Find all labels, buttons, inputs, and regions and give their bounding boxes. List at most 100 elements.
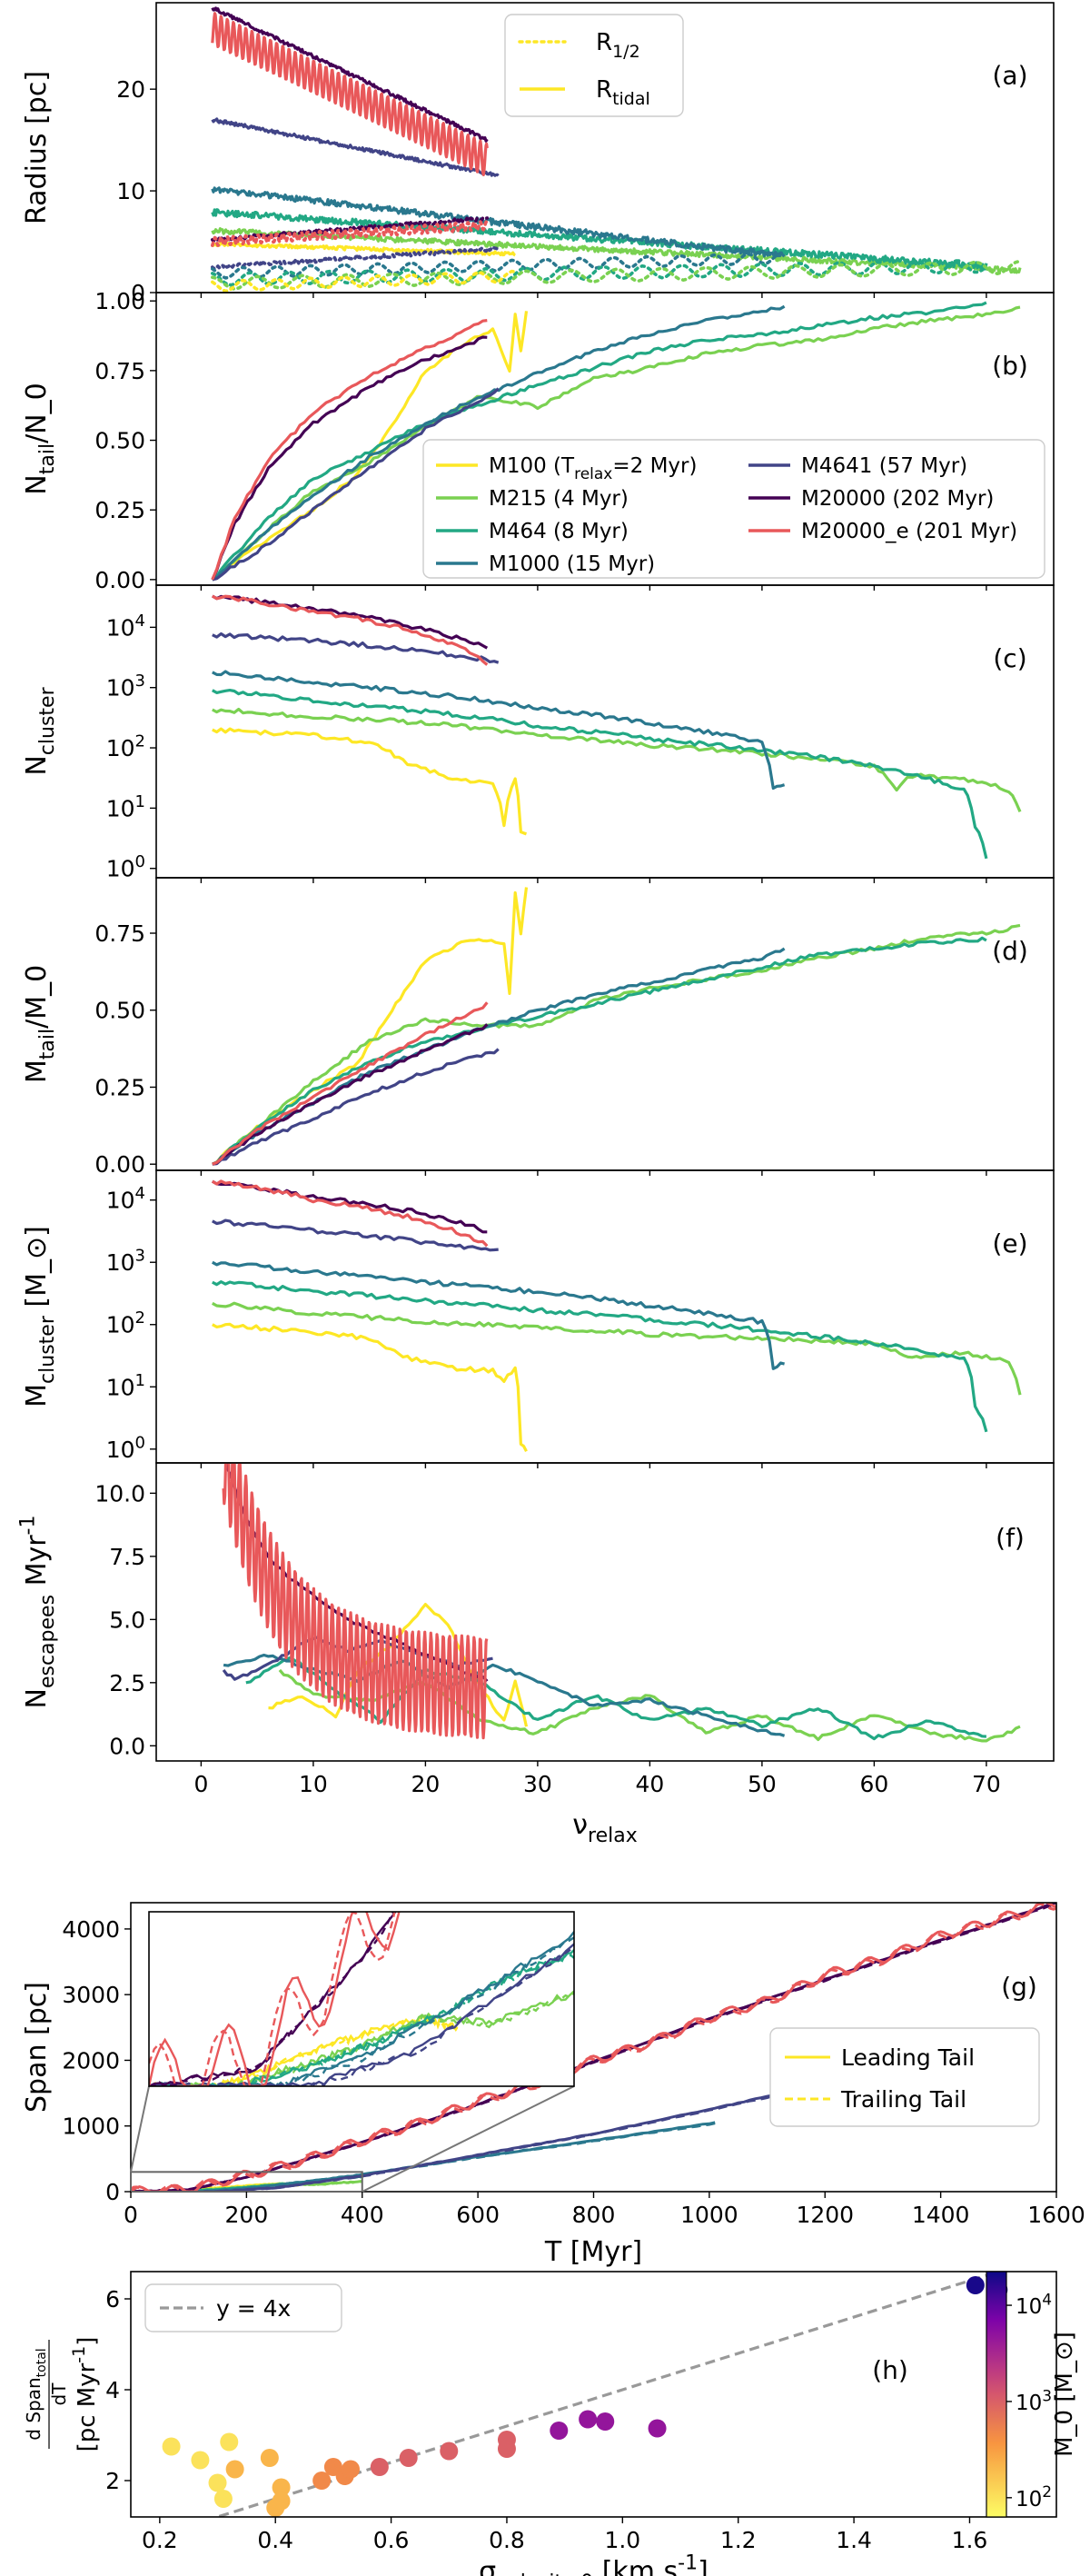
series-m464 (212, 689, 988, 860)
ytick-label-c: 103 (106, 671, 145, 701)
scatter-point (579, 2410, 598, 2429)
series-m4641-r-tidal (211, 117, 500, 177)
panel-label-c: (c) (993, 643, 1026, 673)
ytick-label-c: 100 (106, 852, 145, 882)
scatter-point (440, 2442, 459, 2461)
scatter-point (162, 2437, 181, 2456)
panel-b: 0.00 0.25 0.50 0.75 1.00 (b) Ntail/N_0 (21, 288, 1055, 593)
axes-frame-h (130, 2271, 1057, 2518)
xtick-label-h: 1.6 (952, 2527, 988, 2553)
series-m20000-e-r-1-2 (211, 219, 490, 247)
xtick-label-g: 1200 (796, 2202, 854, 2228)
scatter-point (208, 2473, 227, 2492)
ytick-label-b: 0.50 (94, 428, 145, 454)
ytick-label-f: 7.5 (109, 1544, 145, 1570)
series-m215 (212, 707, 1022, 813)
series-m20000 (212, 1023, 489, 1166)
ylabel-f: Nescapees Myr-1 (16, 1516, 59, 1709)
inset-trailing-m20000 (149, 1912, 395, 2086)
ytick-label-g: 1000 (62, 2114, 120, 2140)
panel-label-g: (g) (1001, 1972, 1037, 2002)
series-m1000 (223, 1653, 786, 1737)
ytick-label-c: 104 (106, 612, 145, 642)
series-m215 (212, 1301, 1022, 1396)
ytick-label-d: 0.75 (94, 920, 145, 947)
xtick-label-f: 50 (748, 1771, 777, 1797)
ylabel-g: Span [pc] (21, 1982, 53, 2113)
xtick-label-h: 0.2 (142, 2527, 178, 2553)
span-leading-m20000_e (131, 1903, 1056, 2192)
scatter-point (370, 2458, 389, 2476)
panel-label-b: (b) (992, 351, 1028, 381)
inset-leading-m4641 (149, 1943, 574, 2086)
ylabel-d: Mtail/M_0 (21, 965, 59, 1083)
series-m1000 (212, 1260, 786, 1370)
xtick-label-f: 30 (523, 1771, 552, 1797)
series-m20000-e (211, 594, 489, 666)
series-m20000-e (211, 1179, 489, 1248)
ytick-label-a: 10 (116, 178, 145, 204)
ytick-label-d: 0.50 (94, 998, 145, 1024)
legend-label: y = 4x (216, 2295, 291, 2322)
xtick-label-f: 10 (299, 1771, 328, 1797)
colorbar-tick-label: 104 (1016, 2291, 1052, 2319)
legend-frame (422, 439, 1045, 579)
panel-label-d: (d) (992, 936, 1028, 966)
ylabel-e: Mcluster [M_⊙] (21, 1226, 59, 1407)
series-m215-r-1-2 (211, 259, 1022, 291)
ylabel-a: Radius [pc] (21, 71, 53, 224)
series-m1000 (212, 670, 786, 791)
ytick-label-f: 0.0 (109, 1733, 145, 1759)
panel-a: 0 10 20 (a) Radius [pc] (21, 2, 1055, 306)
panel-g: 0 200 400 600 800 1000 1200 1400 1600 0 1000 2000 30… (21, 1902, 1085, 2268)
ytick-label-d: 0.25 (94, 1074, 145, 1100)
xtick-label-f: 70 (972, 1771, 1001, 1797)
ytick-label-e: 103 (106, 1247, 145, 1277)
xtick-label-h: 0.6 (373, 2527, 410, 2553)
panel-f: 0.0 2.5 5.0 7.5 10.0 0 10 20 30 40 50 60 70 (f) Nescap… (16, 1462, 1055, 1847)
ylabel-h-units: [pc Myr-1] (69, 2337, 101, 2452)
colorbar-tick-label: 102 (1016, 2483, 1052, 2511)
legend-frame (769, 2027, 1040, 2127)
ytick-label-b: 0.75 (94, 358, 145, 384)
series-m20000 (212, 594, 489, 650)
ylabel-h-numerator: d Spantotal (23, 2348, 49, 2440)
series-m100-r-tidal (211, 241, 516, 257)
inset-trailing-m464 (149, 1954, 574, 2086)
scatter-point (220, 2432, 239, 2452)
scatter-point (191, 2451, 210, 2470)
scatter-point (342, 2460, 361, 2479)
series-m464 (212, 936, 987, 1166)
series-m4641 (212, 1048, 500, 1166)
series-m100 (212, 727, 528, 836)
series-m20000 (211, 335, 488, 581)
scatter-point (312, 2472, 332, 2490)
series-group-b (211, 301, 1021, 582)
xtick-label-g: 600 (456, 2202, 500, 2228)
ytick-label-c: 101 (106, 792, 145, 822)
ytick-label-f: 2.5 (109, 1670, 145, 1696)
xtick-label-h: 1.0 (604, 2527, 640, 2553)
ylabel-h-denominator: dT (48, 2382, 70, 2406)
xtick-label-h: 0.4 (257, 2527, 293, 2553)
inset-leading-m1000 (149, 1930, 574, 2086)
ytick-label-b: 0.00 (94, 567, 145, 593)
series-m20000-e (222, 1463, 489, 1740)
scatter-point (399, 2449, 418, 2467)
ytick-label-d: 0.00 (94, 1151, 145, 1178)
legend-b: M100 (Trelax=2 Myr) M215 (4 Myr) M464 (8 M… (422, 439, 1045, 579)
legend-label: M100 (Trelax=2 Myr) (489, 454, 697, 483)
xtick-label-g: 200 (225, 2202, 269, 2228)
series-m20000-e (212, 1001, 489, 1166)
legend-label: M20000 (202 Myr) (801, 487, 994, 511)
series-m464-r-tidal (211, 208, 988, 271)
scatter-point (497, 2440, 516, 2458)
ytick-label-h: 4 (105, 2377, 120, 2403)
scatter-point (213, 2490, 233, 2508)
scatter-point (272, 2478, 291, 2497)
panel-e: 100 101 102 103 104 (e) Mcluster [M_⊙] (21, 1169, 1055, 1468)
series-m215 (212, 923, 1021, 1166)
ytick-label-g: 2000 (62, 2047, 120, 2074)
legend-frame (144, 2283, 342, 2332)
xtick-label-h: 1.2 (720, 2527, 757, 2553)
